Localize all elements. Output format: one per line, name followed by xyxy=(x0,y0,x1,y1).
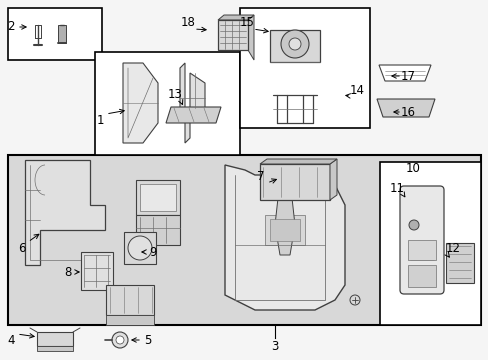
Polygon shape xyxy=(260,159,336,164)
Bar xyxy=(124,232,156,264)
Bar xyxy=(379,162,480,325)
Text: 17: 17 xyxy=(400,69,415,82)
Bar xyxy=(58,25,66,43)
Polygon shape xyxy=(25,160,105,265)
Bar xyxy=(407,240,435,260)
Bar xyxy=(95,52,240,155)
Text: 13: 13 xyxy=(167,89,182,102)
Bar xyxy=(445,243,473,283)
Text: 7: 7 xyxy=(257,171,264,184)
Circle shape xyxy=(116,336,124,344)
Text: 15: 15 xyxy=(239,17,254,30)
Text: 8: 8 xyxy=(64,266,72,279)
Text: 1: 1 xyxy=(96,113,103,126)
Bar xyxy=(264,215,305,245)
Text: 2: 2 xyxy=(7,21,15,33)
Text: 10: 10 xyxy=(405,162,420,175)
Bar xyxy=(106,285,154,315)
Text: 14: 14 xyxy=(349,84,364,96)
Bar xyxy=(37,346,73,351)
Text: 16: 16 xyxy=(400,105,415,118)
Text: 3: 3 xyxy=(271,341,278,354)
Polygon shape xyxy=(260,164,329,200)
Circle shape xyxy=(408,220,418,230)
Polygon shape xyxy=(376,99,434,117)
Bar xyxy=(81,252,113,290)
Bar xyxy=(218,20,247,50)
Bar xyxy=(8,155,480,325)
Polygon shape xyxy=(165,107,221,123)
Bar xyxy=(269,30,319,62)
Bar xyxy=(140,184,176,211)
Polygon shape xyxy=(247,15,253,60)
Polygon shape xyxy=(329,159,336,200)
Bar xyxy=(240,8,369,128)
Text: 18: 18 xyxy=(180,17,195,30)
Bar xyxy=(106,315,154,325)
Bar xyxy=(8,8,102,60)
Text: 9: 9 xyxy=(149,246,157,258)
FancyBboxPatch shape xyxy=(399,186,443,294)
Polygon shape xyxy=(218,15,253,20)
Circle shape xyxy=(128,236,152,260)
Circle shape xyxy=(288,38,301,50)
Polygon shape xyxy=(224,165,345,310)
Bar xyxy=(136,180,180,215)
Circle shape xyxy=(349,295,359,305)
Bar xyxy=(37,332,73,346)
Polygon shape xyxy=(123,63,158,143)
Polygon shape xyxy=(274,180,294,255)
Polygon shape xyxy=(378,65,430,81)
Text: 11: 11 xyxy=(389,181,404,194)
Circle shape xyxy=(112,332,128,348)
Bar xyxy=(269,219,299,241)
Bar xyxy=(407,265,435,287)
Text: 6: 6 xyxy=(18,242,26,255)
Text: 4: 4 xyxy=(7,333,15,346)
Bar xyxy=(136,215,180,245)
Polygon shape xyxy=(180,63,204,143)
Text: 12: 12 xyxy=(445,242,460,255)
Circle shape xyxy=(281,30,308,58)
Text: 5: 5 xyxy=(144,333,151,346)
